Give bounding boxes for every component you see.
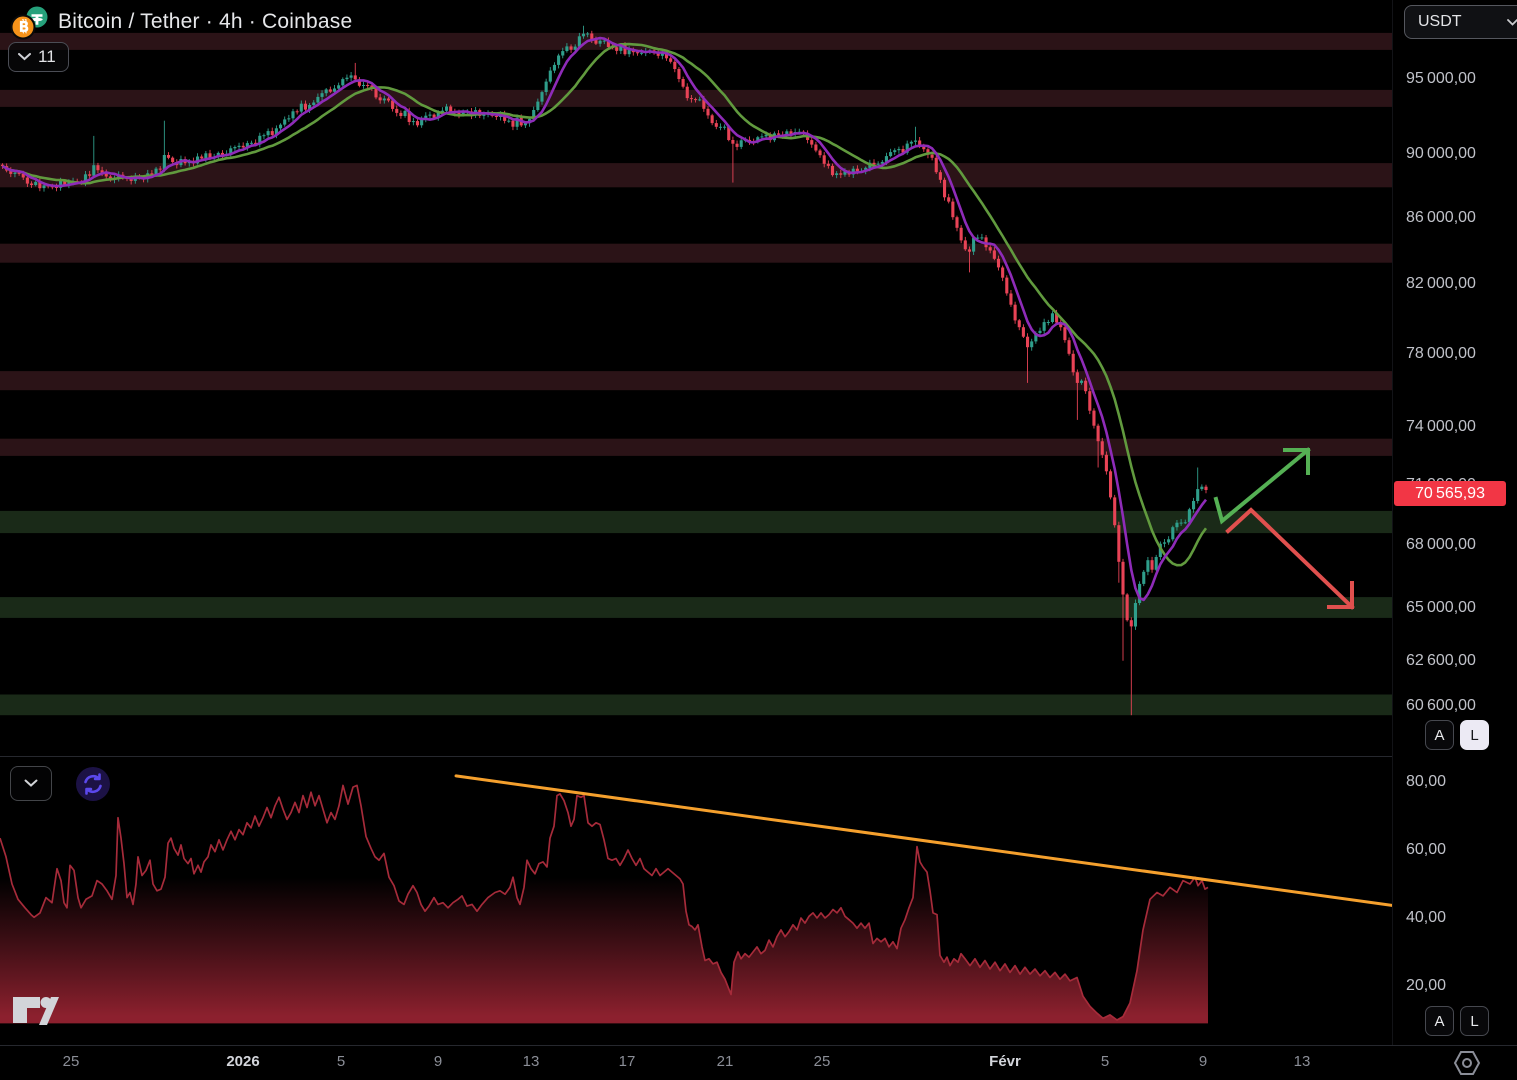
symbol-title[interactable]: Bitcoin / Tether · 4h · Coinbase <box>58 10 353 33</box>
indicator-tick: 40,00 <box>1406 909 1447 926</box>
ma-fast-line[interactable] <box>1 36 1208 602</box>
bullish-arrow[interactable] <box>1213 447 1311 525</box>
sync-icon[interactable] <box>76 766 110 801</box>
zone-resistance[interactable] <box>0 438 1392 456</box>
time-axis[interactable]: 25 2026 5 9 13 17 21 25 Févr 5 9 13 <box>0 1046 1517 1080</box>
price-axis-buttons: A L <box>1425 720 1489 750</box>
time-label: 9 <box>1198 1053 1208 1070</box>
zone-resistance[interactable] <box>0 371 1392 391</box>
chevron-down-icon <box>1507 18 1517 26</box>
bearish-arrow[interactable] <box>1225 507 1355 610</box>
indicator-tick: 60,00 <box>1406 841 1447 858</box>
indicator-count: 11 <box>38 47 56 66</box>
currency-dropdown[interactable]: USDT <box>1404 5 1517 39</box>
chevron-down-icon <box>24 779 38 787</box>
time-label: 9 <box>433 1053 443 1070</box>
log-scale-button-indicator[interactable]: L <box>1460 1006 1489 1036</box>
tradingview-logo[interactable] <box>12 995 60 1025</box>
currency-selected: USDT <box>1418 13 1462 30</box>
indicator-area-fill <box>0 785 1208 1024</box>
auto-scale-button[interactable]: A <box>1425 720 1454 750</box>
time-axis-separator <box>0 1045 1517 1046</box>
price-tick: 68 000,00 <box>1406 536 1476 553</box>
time-label: 5 <box>1100 1053 1110 1070</box>
price-axis[interactable]: 95 000,00 90 000,00 86 000,00 82 000,00 78 0… <box>1392 0 1517 1045</box>
price-tick: 90 000,00 <box>1406 145 1476 162</box>
indicator-pane[interactable] <box>0 757 1392 1045</box>
price-tick: 95 000,00 <box>1406 70 1476 87</box>
indicator-collapse-button[interactable] <box>10 766 52 801</box>
price-tick: 78 000,00 <box>1406 345 1476 362</box>
price-tick: 62 600,00 <box>1406 652 1476 669</box>
time-label: 21 <box>716 1053 734 1070</box>
time-label: Févr <box>989 1053 1021 1070</box>
zone-resistance[interactable] <box>0 243 1392 263</box>
pair-icons <box>10 6 48 40</box>
zone-resistance[interactable] <box>0 163 1392 188</box>
indicator-axis-buttons: A L <box>1425 1006 1489 1036</box>
last-price-label: 70 565,93 <box>1394 481 1506 506</box>
descending-trendline[interactable] <box>454 774 1392 907</box>
zone-support[interactable] <box>0 597 1392 618</box>
log-scale-button[interactable]: L <box>1460 720 1489 750</box>
time-label: 2026 <box>226 1053 260 1070</box>
zone-support[interactable] <box>0 510 1392 534</box>
pane-separator[interactable] <box>0 756 1517 757</box>
price-tick: 60 600,00 <box>1406 697 1476 714</box>
auto-scale-button-indicator[interactable]: A <box>1425 1006 1454 1036</box>
time-label: 25 <box>62 1053 80 1070</box>
indicator-chart-canvas[interactable] <box>0 757 1392 1045</box>
indicator-tick: 80,00 <box>1406 773 1447 790</box>
indicator-line[interactable] <box>0 784 1209 1021</box>
indicators-collapse-button[interactable]: 11 <box>8 42 69 72</box>
symbol-header: Bitcoin / Tether · 4h · Coinbase <box>10 6 353 40</box>
time-label: 17 <box>618 1053 636 1070</box>
zone-resistance[interactable] <box>0 32 1392 50</box>
time-label: 13 <box>1293 1053 1311 1070</box>
ma-slow-line[interactable] <box>1 42 1208 567</box>
chevron-down-icon <box>18 53 31 61</box>
price-tick: 65 000,00 <box>1406 599 1476 616</box>
time-label: 25 <box>813 1053 831 1070</box>
time-label: 5 <box>336 1053 346 1070</box>
time-label: 13 <box>522 1053 540 1070</box>
hexagon-settings-icon[interactable] <box>1452 1049 1482 1077</box>
indicator-controls <box>10 766 110 801</box>
indicator-tick: 20,00 <box>1406 977 1447 994</box>
zone-support[interactable] <box>0 694 1392 716</box>
price-tick: 82 000,00 <box>1406 275 1476 292</box>
price-pane[interactable] <box>0 0 1392 756</box>
price-chart-canvas[interactable] <box>0 0 1392 756</box>
price-tick: 86 000,00 <box>1406 209 1476 226</box>
price-tick: 74 000,00 <box>1406 418 1476 435</box>
